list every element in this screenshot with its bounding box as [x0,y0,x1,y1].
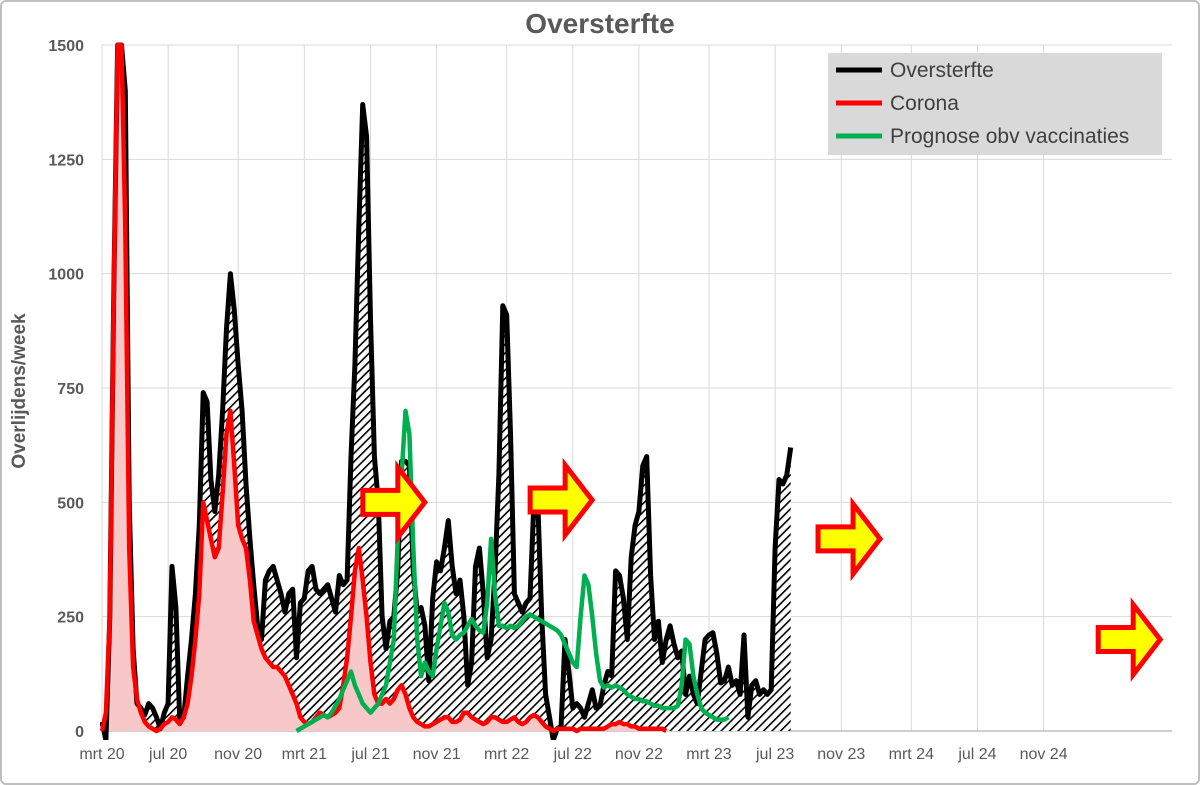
y-tick-label: 250 [57,610,84,627]
x-tick-label: mrt 23 [686,746,731,763]
x-tick-label: mrt 24 [889,746,934,763]
y-tick-label: 750 [57,381,84,398]
legend: Oversterfte Corona Prognose obv vaccinatie… [828,53,1162,155]
corona-area [102,45,667,731]
y-tick-label: 500 [57,495,84,512]
x-tick-label: mrt 21 [282,746,327,763]
block-arrow [1095,597,1164,682]
oversterfte-line [100,42,794,740]
x-tick-label: nov 24 [1020,746,1068,763]
prognose-line [295,408,730,733]
x-tick-label: jul 23 [755,746,794,763]
x-tick-label: jul 21 [350,746,389,763]
x-tick-label: mrt 20 [79,746,124,763]
legend-label: Prognose obv vaccinaties [890,125,1129,148]
chart-title: Oversterfte [525,8,675,39]
legend-label: Corona [890,92,959,115]
x-tick-label: nov 21 [413,746,461,763]
annotation-arrows [360,457,1164,682]
x-tick-label: mrt 22 [484,746,529,763]
block-arrow [815,496,884,582]
legend-box [828,53,1162,155]
x-tick-label: nov 23 [817,746,865,763]
y-tick-label: 0 [75,724,84,741]
x-tick-label: nov 22 [615,746,663,763]
y-tick-label: 1500 [48,38,84,55]
y-tick-label: 1000 [48,267,84,284]
y-tick-label: 1250 [48,152,84,169]
corona-line [100,42,668,734]
block-arrow [360,459,428,545]
x-tick-label: jul 22 [553,746,592,763]
block-arrow [527,457,596,543]
x-tick-label: jul 24 [957,746,996,763]
x-tick-label: jul 20 [148,746,187,763]
legend-label: Oversterfte [890,59,994,82]
series-layer [100,42,794,740]
x-tick-label: nov 20 [214,746,262,763]
grid-lines [101,44,1172,732]
